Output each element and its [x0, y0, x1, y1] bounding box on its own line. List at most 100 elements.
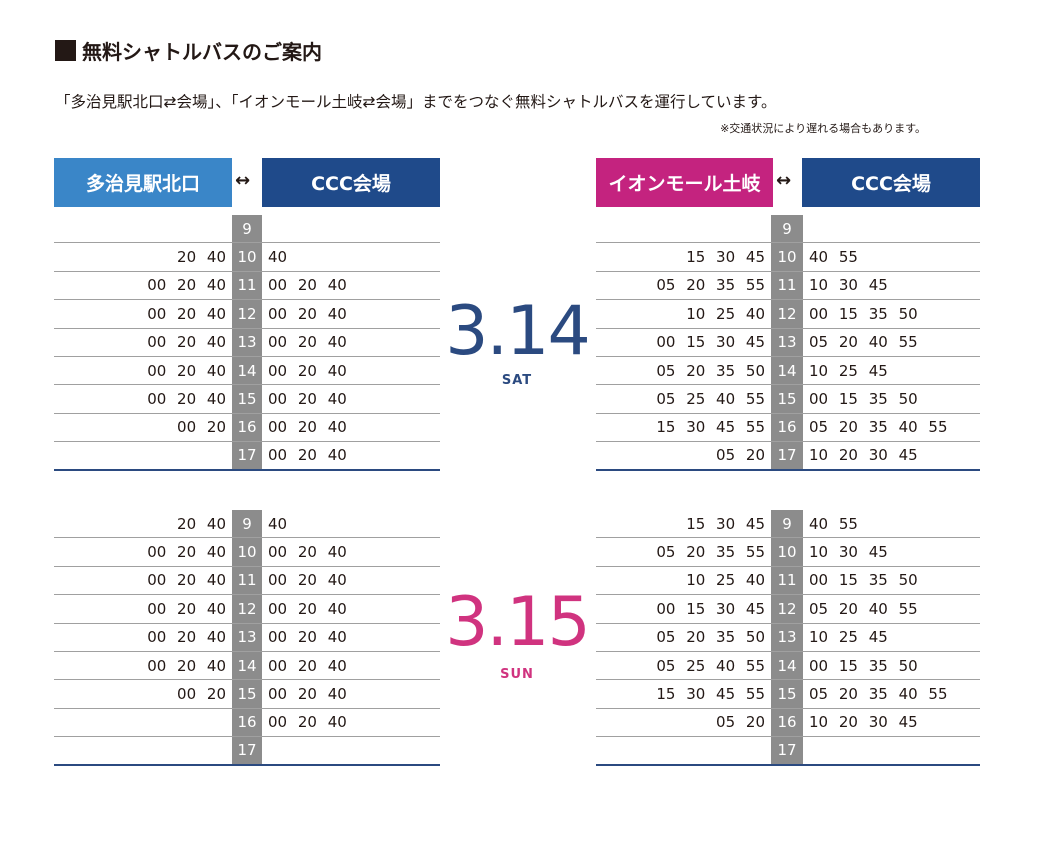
hour-cell: 14: [232, 652, 262, 680]
outbound-minutes: 10 25 40: [686, 571, 765, 590]
table-row: 05 20 35 50 13 10 25 45: [596, 623, 980, 652]
hour-cell: 11: [771, 271, 803, 300]
return-minutes: 10 25 45: [809, 628, 888, 647]
outbound-minutes: [596, 737, 765, 763]
table-row: 05 25 40 55 15 00 15 35 50: [596, 385, 980, 414]
outbound-minutes: [54, 709, 226, 736]
table-row: 00 15 30 45 13 05 20 40 55: [596, 328, 980, 357]
hour-cell: 14: [232, 357, 262, 385]
return-minutes: 00 20 40: [268, 446, 347, 465]
table-row: 15 30 45 55 16 05 20 35 40 55: [596, 413, 980, 443]
outbound-minutes: 00 15 30 45: [656, 333, 765, 352]
table-row: 9: [596, 215, 980, 244]
table-row: 05 20 35 55 11 10 30 45: [596, 271, 980, 301]
outbound-minutes: 10 25 40: [686, 304, 765, 323]
return-minutes: 00 15 35 50: [809, 571, 918, 590]
table-row: 9: [54, 215, 440, 244]
return-minutes: 00 20 40: [268, 713, 347, 732]
table-row: 00 20 16 00 20 40: [54, 413, 440, 443]
table-row: 00 20 40 13 00 20 40: [54, 328, 440, 357]
hour-cell: 16: [232, 708, 262, 737]
hour-cell: 13: [232, 328, 262, 356]
outbound-minutes: 05 20 35 50: [656, 628, 765, 647]
outbound-minutes: 00 15 30 45: [656, 599, 765, 618]
outbound-minutes: 00 20 40: [147, 361, 226, 380]
table-row: 17 00 20 40: [54, 442, 440, 471]
return-minutes: 10 20 30 45: [809, 713, 918, 732]
return-minutes: 00 20 40: [268, 276, 347, 295]
outbound-minutes: 00 20 40: [147, 390, 226, 409]
hour-cell: 15: [771, 680, 803, 708]
traffic-note: ※交通状況により遅れる場合もあります。: [720, 122, 926, 135]
description: 「多治見駅北口⇄会場」、「イオンモール土岐⇄会場」までをつなぐ無料シャトルバスを…: [55, 93, 777, 111]
hour-cell: 16: [771, 413, 803, 442]
hour-cell: 15: [232, 385, 262, 413]
table-row: 10 25 40 12 00 15 35 50: [596, 300, 980, 329]
hour-cell: 13: [771, 328, 803, 356]
outbound-minutes: 00 20: [177, 418, 226, 437]
table-row: 15 30 45 10 40 55: [596, 243, 980, 272]
return-minutes: 05 20 35 40 55: [809, 685, 948, 704]
return-minutes: 00 15 35 50: [809, 390, 918, 409]
square-bullet-icon: [55, 40, 76, 61]
hour-cell: 12: [232, 300, 262, 328]
outbound-minutes: 20 40: [177, 514, 226, 533]
table-row: 10 25 40 11 00 15 35 50: [596, 566, 980, 596]
route2-from-header: イオンモール土岐: [596, 158, 773, 207]
table-row: 00 20 40 14 00 20 40: [54, 357, 440, 386]
hour-cell: 11: [232, 271, 262, 300]
route1-arrow-icon: ↔: [235, 170, 251, 191]
hour-cell: 13: [771, 623, 803, 651]
return-minutes: 00 20 40: [268, 685, 347, 704]
return-minutes: 40: [268, 514, 288, 533]
hour-cell: 17: [771, 737, 803, 764]
hour-cell: 14: [771, 357, 803, 385]
outbound-minutes: [596, 215, 765, 242]
outbound-minutes: 05 20 35 50: [656, 361, 765, 380]
dow-sun: SUN: [500, 667, 534, 682]
return-minutes: 00 20 40: [268, 333, 347, 352]
table-row: 00 20 40 11 00 20 40: [54, 271, 440, 301]
return-minutes: 40 55: [809, 514, 858, 533]
hour-cell: 10: [771, 538, 803, 566]
return-minutes: 00 20 40: [268, 304, 347, 323]
return-minutes: 10 25 45: [809, 361, 888, 380]
hour-cell: 9: [232, 510, 262, 538]
return-minutes: 00 20 40: [268, 361, 347, 380]
hour-cell: 17: [771, 442, 803, 469]
table-row: 20 40 9 40: [54, 510, 440, 539]
table-row: 17: [54, 737, 440, 766]
outbound-minutes: 05 20 35 55: [656, 543, 765, 562]
hour-cell: 15: [232, 680, 262, 708]
dow-sat: SAT: [501, 373, 533, 388]
return-minutes: 10 30 45: [809, 276, 888, 295]
table-row: 00 20 40 13 00 20 40: [54, 623, 440, 652]
table-row: 00 15 30 45 12 05 20 40 55: [596, 595, 980, 624]
hour-cell: 17: [232, 737, 262, 764]
outbound-minutes: 20 40: [177, 248, 226, 267]
outbound-minutes: 00 20 40: [147, 304, 226, 323]
return-minutes: 00 20 40: [268, 628, 347, 647]
date-sat: 3.14: [445, 292, 590, 371]
outbound-minutes: [54, 442, 226, 468]
outbound-minutes: 00 20 40: [147, 276, 226, 295]
return-minutes: 00 15 35 50: [809, 656, 918, 675]
table-row: 00 20 40 11 00 20 40: [54, 566, 440, 596]
return-minutes: 00 20 40: [268, 571, 347, 590]
outbound-minutes: 00 20: [177, 685, 226, 704]
outbound-minutes: 05 20: [716, 713, 765, 732]
hour-cell: 10: [771, 243, 803, 271]
hour-cell: 12: [232, 595, 262, 623]
outbound-minutes: 00 20 40: [147, 543, 226, 562]
return-minutes: 05 20 40 55: [809, 599, 918, 618]
table-row: 00 20 40 15 00 20 40: [54, 385, 440, 414]
return-minutes: 40: [268, 248, 288, 267]
hour-cell: 11: [771, 566, 803, 595]
table-row: 20 40 10 40: [54, 243, 440, 272]
title-text: 無料シャトルバスのご案内: [82, 40, 322, 64]
table-row: 05 20 16 10 20 30 45: [596, 708, 980, 738]
outbound-minutes: 05 25 40 55: [656, 390, 765, 409]
table-row: 00 20 15 00 20 40: [54, 680, 440, 709]
hour-cell: 10: [232, 243, 262, 271]
outbound-minutes: 00 20 40: [147, 628, 226, 647]
